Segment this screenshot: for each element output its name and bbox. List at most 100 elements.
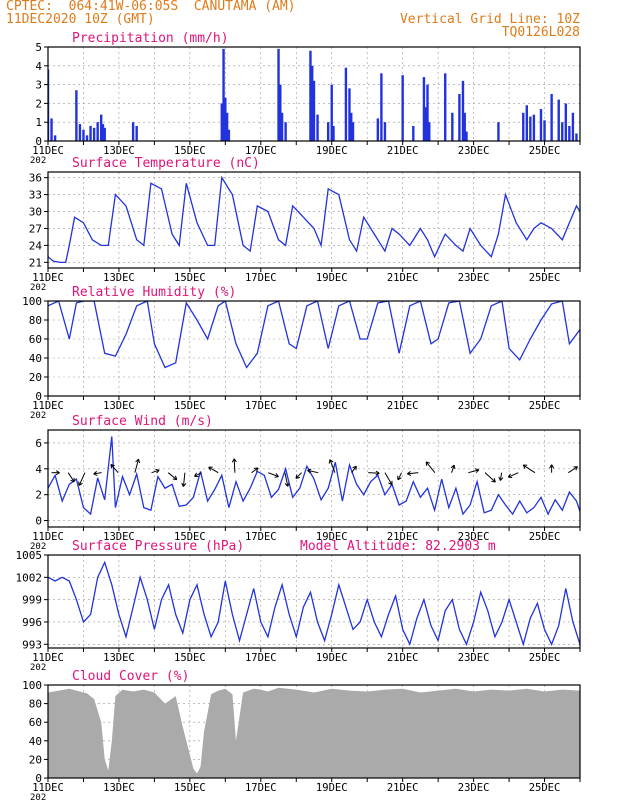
panel-3-ytick-label: 40 xyxy=(29,352,42,365)
panel-1-xtick-label: 21DEC xyxy=(387,145,419,157)
panel-2-ytick-label: 27 xyxy=(29,222,42,235)
panel-6-year-stub: 202 xyxy=(30,793,46,800)
precip-bar xyxy=(101,124,105,141)
wind-arrow xyxy=(508,472,519,478)
model-code: TQ0126L028 xyxy=(501,25,580,40)
precip-bar xyxy=(220,103,223,141)
precip-bar xyxy=(53,135,57,141)
precip-bar xyxy=(222,48,225,141)
panel-3-ytick-label: 80 xyxy=(29,314,42,327)
precip-bar xyxy=(575,133,578,141)
panel-1-xtick-label: 19DEC xyxy=(316,145,348,157)
precip-bar xyxy=(426,84,429,141)
panel-3-xtick-label: 25DEC xyxy=(529,400,561,412)
panel-3-xtick-label: 15DEC xyxy=(174,400,206,412)
precip-bar xyxy=(78,124,82,141)
wind-arrow-head xyxy=(231,458,237,463)
panel-1-title: Precipitation (mm/h) xyxy=(72,31,229,46)
panel-4-xtick-label: 13DEC xyxy=(103,531,135,543)
panel-4-xtick-label: 15DEC xyxy=(174,531,206,543)
panel-1-xtick-label: 17DEC xyxy=(245,145,277,157)
wind-arrow-head xyxy=(55,470,60,476)
precip-bar xyxy=(376,118,380,141)
panel-5-annotation: Model Altitude: 82.2903 m xyxy=(300,539,496,554)
precip-bar xyxy=(465,131,468,141)
panel-5-frame xyxy=(47,554,581,649)
wind-arrow xyxy=(167,472,178,480)
run-date: 11DEC2020 10Z (GMT) xyxy=(6,12,155,27)
precip-bar xyxy=(100,114,103,141)
precip-bar xyxy=(316,114,319,141)
panel-3-ytick-label: 0 xyxy=(35,390,42,403)
panel-3-xtick-label: 23DEC xyxy=(458,400,490,412)
wind-arrow-head xyxy=(522,464,528,469)
precip-bar xyxy=(326,122,330,141)
precip-bar xyxy=(424,107,427,141)
wind-arrow-head xyxy=(172,475,178,481)
precip-bar xyxy=(557,99,560,141)
precip-bar xyxy=(330,84,333,141)
precip-bar xyxy=(444,73,447,141)
panel-6-title: Cloud Cover (%) xyxy=(72,669,189,684)
precip-bar xyxy=(422,77,426,141)
precip-bar xyxy=(401,75,404,141)
wind-arrow xyxy=(268,472,279,478)
precip-bar xyxy=(279,84,282,141)
precip-bar xyxy=(497,122,500,141)
wind-arrow xyxy=(295,472,302,479)
vertical-grid-note: Vertical Grid Line: 10Z xyxy=(399,12,580,27)
wind-arrow-head xyxy=(388,480,393,486)
panel-5-xtick-label: 17DEC xyxy=(245,652,277,664)
wind-arrow xyxy=(110,464,119,474)
panel-4-xtick-label: 25DEC xyxy=(529,531,561,543)
panel-3-xtick-label: 11DEC xyxy=(32,400,64,412)
precip-bar xyxy=(135,125,138,141)
wind-arrow xyxy=(233,458,236,473)
wind-arrow xyxy=(251,467,259,474)
panel-1-xtick-label: 25DEC xyxy=(529,145,561,157)
wind-arrow-head xyxy=(181,482,187,487)
wind-arrow xyxy=(522,464,536,474)
panel-4-xtick-label: 21DEC xyxy=(387,531,419,543)
panel-1-year-stub: 202 xyxy=(30,156,46,166)
precip-bar xyxy=(539,109,543,141)
panel-3-year-stub: 202 xyxy=(30,411,46,421)
wind-arrow xyxy=(329,459,336,473)
wind-arrow xyxy=(134,459,139,473)
precip-bar xyxy=(89,125,92,141)
precip-bar xyxy=(309,50,312,141)
panel-3-frame xyxy=(47,300,581,397)
wind-arrow-head xyxy=(93,470,98,476)
wind-arrow-head xyxy=(328,459,334,464)
wind-arrow-head xyxy=(307,468,312,474)
precip-bar xyxy=(451,112,454,141)
panel-1-xtick-label: 15DEC xyxy=(174,145,206,157)
precip-bar xyxy=(532,114,536,141)
wind-arrow-head xyxy=(352,465,357,471)
panel-5-ytick-label: 993 xyxy=(22,638,42,651)
precip-bar xyxy=(92,127,96,141)
panel-2-xtick-label: 21DEC xyxy=(387,272,419,284)
wind-arrow-head xyxy=(474,468,480,474)
wind-arrow-head xyxy=(573,466,578,471)
wind-arrow-head xyxy=(295,474,300,479)
panel-4-ytick-label: 6 xyxy=(35,437,42,450)
precip-bar xyxy=(75,90,78,141)
panel-5-xtick-label: 15DEC xyxy=(174,652,206,664)
panel-6-ytick-label: 60 xyxy=(29,716,42,729)
panel-3-xtick-label: 17DEC xyxy=(245,400,277,412)
wind-arrow-head xyxy=(208,466,213,471)
panel-6-xtick-label: 17DEC xyxy=(245,782,277,794)
wind-arrow-head xyxy=(507,473,513,479)
panel-1-xtick-label: 11DEC xyxy=(32,145,64,157)
panel-2-xtick-label: 25DEC xyxy=(529,272,561,284)
panel-4-xtick-label: 11DEC xyxy=(32,531,64,543)
panel-4-frame xyxy=(47,429,581,528)
panel-5-xtick-label: 21DEC xyxy=(387,652,419,664)
precip-bar xyxy=(383,122,387,141)
panel-2-ytick-label: 36 xyxy=(29,172,42,185)
panel-5-year-stub: 202 xyxy=(30,663,46,673)
wind-arrow xyxy=(78,472,86,486)
wind-arrow-head xyxy=(254,467,259,472)
wind-arrow xyxy=(425,461,436,473)
